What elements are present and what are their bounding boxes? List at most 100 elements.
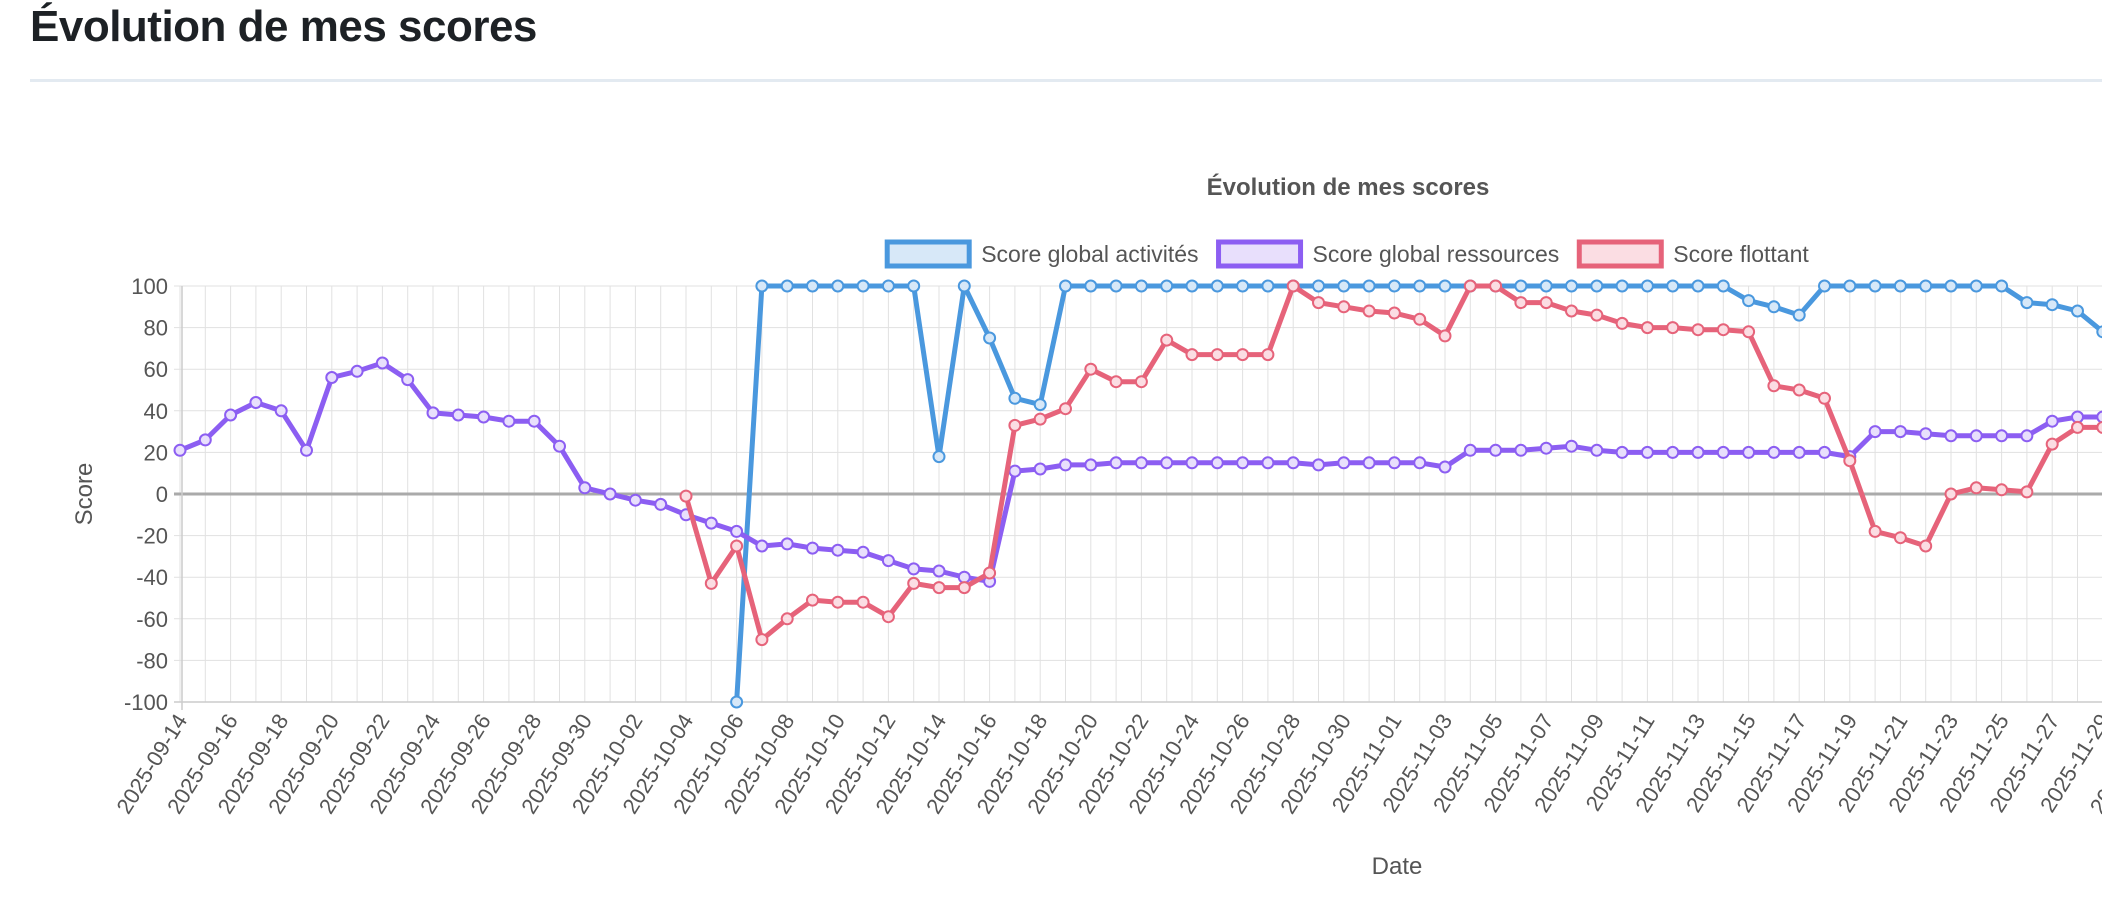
- data-point[interactable]: [1033, 412, 1047, 426]
- data-point[interactable]: [1944, 429, 1958, 443]
- data-point[interactable]: [2071, 410, 2084, 424]
- data-point[interactable]: [1387, 279, 1401, 293]
- data-point[interactable]: [1210, 279, 1224, 293]
- data-point[interactable]: [881, 554, 895, 568]
- data-point[interactable]: [1134, 375, 1148, 389]
- data-point[interactable]: [831, 543, 845, 557]
- data-point[interactable]: [1615, 279, 1629, 293]
- data-point[interactable]: [1666, 321, 1680, 335]
- data-point[interactable]: [1893, 279, 1907, 293]
- data-point[interactable]: [806, 593, 819, 607]
- data-point[interactable]: [527, 414, 541, 428]
- data-point[interactable]: [628, 493, 642, 507]
- data-point[interactable]: [1818, 279, 1831, 293]
- data-point[interactable]: [1337, 456, 1351, 470]
- data-point[interactable]: [1893, 425, 1907, 439]
- data-point[interactable]: [983, 566, 997, 580]
- data-point[interactable]: [198, 433, 212, 447]
- data-point[interactable]: [1109, 456, 1123, 470]
- data-point[interactable]: [1185, 456, 1199, 470]
- data-point[interactable]: [1312, 279, 1325, 293]
- data-point[interactable]: [780, 612, 794, 626]
- data-point[interactable]: [1438, 329, 1452, 343]
- data-point[interactable]: [1868, 279, 1882, 293]
- data-point[interactable]: [957, 581, 971, 595]
- data-point[interactable]: [1539, 441, 1553, 455]
- data-point[interactable]: [654, 497, 668, 511]
- data-point[interactable]: [1615, 445, 1629, 459]
- data-point[interactable]: [1362, 304, 1376, 318]
- data-point[interactable]: [1868, 524, 1882, 538]
- data-point[interactable]: [1362, 279, 1376, 293]
- data-point[interactable]: [1893, 531, 1907, 545]
- data-point[interactable]: [1919, 539, 1933, 553]
- data-point[interactable]: [451, 408, 465, 422]
- data-point[interactable]: [856, 545, 870, 559]
- data-point[interactable]: [1742, 294, 1756, 308]
- data-point[interactable]: [932, 581, 946, 595]
- data-point[interactable]: [907, 562, 921, 576]
- data-point[interactable]: [1691, 279, 1705, 293]
- data-point[interactable]: [2045, 437, 2059, 451]
- data-point[interactable]: [173, 443, 187, 457]
- data-point[interactable]: [1995, 483, 2009, 497]
- data-point[interactable]: [1640, 321, 1654, 335]
- data-point[interactable]: [780, 537, 794, 551]
- data-point[interactable]: [1413, 279, 1427, 293]
- data-point[interactable]: [1236, 279, 1250, 293]
- data-point[interactable]: [2071, 304, 2084, 318]
- data-point[interactable]: [1033, 462, 1047, 476]
- data-point[interactable]: [1792, 308, 1806, 322]
- data-point[interactable]: [856, 279, 870, 293]
- data-point[interactable]: [1565, 304, 1578, 318]
- data-point[interactable]: [1312, 296, 1325, 310]
- data-point[interactable]: [1919, 427, 1933, 441]
- data-point[interactable]: [1312, 458, 1325, 472]
- data-point[interactable]: [274, 404, 288, 418]
- data-point[interactable]: [1185, 348, 1199, 362]
- data-point[interactable]: [1387, 306, 1401, 320]
- data-point[interactable]: [1590, 443, 1604, 457]
- data-point[interactable]: [1059, 279, 1072, 293]
- data-point[interactable]: [325, 371, 339, 384]
- data-point[interactable]: [1387, 456, 1401, 470]
- data-point[interactable]: [2045, 414, 2059, 428]
- data-point[interactable]: [300, 443, 313, 457]
- data-point[interactable]: [1565, 439, 1578, 453]
- data-point[interactable]: [1489, 443, 1503, 457]
- data-point[interactable]: [1615, 316, 1629, 330]
- data-point[interactable]: [401, 373, 415, 387]
- data-point[interactable]: [502, 414, 516, 428]
- data-point[interactable]: [1210, 456, 1224, 470]
- data-point[interactable]: [1261, 456, 1275, 470]
- data-point[interactable]: [1767, 300, 1781, 314]
- data-point[interactable]: [1716, 279, 1730, 293]
- data-point[interactable]: [704, 516, 718, 530]
- data-point[interactable]: [1640, 279, 1654, 293]
- data-point[interactable]: [1742, 325, 1756, 339]
- legend-item[interactable]: Score global ressources: [1216, 239, 1560, 269]
- data-point[interactable]: [755, 279, 769, 293]
- data-point[interactable]: [2096, 325, 2102, 339]
- data-point[interactable]: [1210, 348, 1224, 362]
- data-point[interactable]: [1792, 383, 1806, 397]
- data-point[interactable]: [1767, 445, 1781, 459]
- data-point[interactable]: [1438, 460, 1452, 474]
- data-point[interactable]: [2020, 429, 2034, 443]
- data-point[interactable]: [881, 279, 895, 293]
- legend-item[interactable]: Score global activités: [884, 239, 1199, 269]
- data-point[interactable]: [578, 481, 592, 495]
- data-point[interactable]: [1109, 375, 1123, 389]
- data-point[interactable]: [2020, 485, 2034, 499]
- data-point[interactable]: [1969, 481, 1983, 495]
- data-point[interactable]: [806, 279, 819, 293]
- data-point[interactable]: [1565, 279, 1578, 293]
- data-point[interactable]: [477, 410, 491, 424]
- data-point[interactable]: [2096, 420, 2102, 434]
- data-point[interactable]: [2096, 410, 2102, 424]
- data-point[interactable]: [806, 541, 819, 555]
- data-point[interactable]: [730, 524, 744, 538]
- data-point[interactable]: [1261, 279, 1275, 293]
- data-point[interactable]: [603, 487, 617, 501]
- data-point[interactable]: [755, 633, 769, 647]
